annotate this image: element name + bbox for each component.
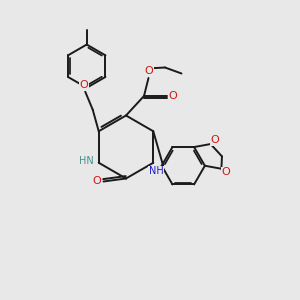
Text: HN: HN: [80, 156, 94, 166]
Text: O: O: [144, 66, 153, 76]
Text: O: O: [80, 80, 88, 90]
Text: O: O: [169, 91, 178, 101]
Text: NH: NH: [149, 166, 164, 176]
Text: O: O: [92, 176, 101, 187]
Text: O: O: [210, 135, 219, 146]
Text: O: O: [221, 167, 230, 177]
